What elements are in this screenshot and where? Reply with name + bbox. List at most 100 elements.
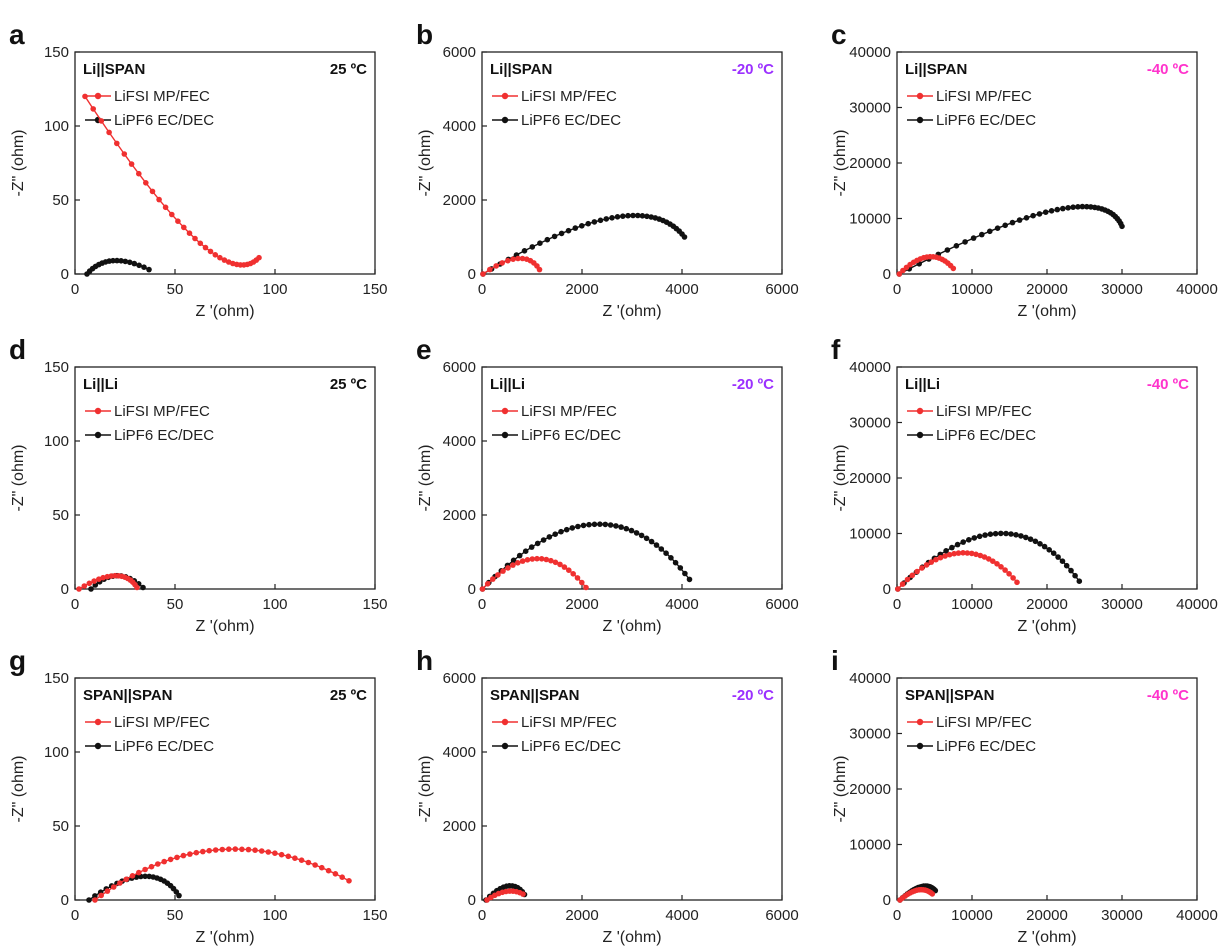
data-point [192,235,198,242]
data-point [110,884,117,890]
panel-i: i 0 10000 20000 30000 40000 0 10000 20000 30000 40… [831,645,1218,946]
legend-label: LiFSI MP/FEC [114,88,210,105]
legend-label: LiFSI MP/FEC [521,403,617,420]
legend-label: LiPF6 EC/DEC [936,427,1036,444]
data-point [292,855,298,861]
data-point [929,891,936,897]
y-tick-label: 2000 [443,507,476,524]
series [479,555,589,592]
data-point [546,534,553,540]
data-point [1048,208,1055,214]
data-point [994,225,1001,231]
temperature-label: -40 ºC [1147,61,1189,78]
data-point [1002,222,1008,229]
x-tick-label: 6000 [765,281,798,298]
data-point [285,853,292,860]
plot-frame [481,677,783,901]
data-point [534,540,541,547]
data-point [944,247,951,253]
data-point [480,271,486,277]
data-point [265,849,272,855]
x-tick-label: 20000 [1026,596,1068,613]
data-point [946,551,953,558]
x-axis-title: Z '(ohm) [1017,303,1076,320]
data-point [960,539,966,545]
y-tick-label: 4000 [443,744,476,761]
data-point [156,196,162,203]
data-point [217,254,223,261]
temperature-label: -40 ºC [1147,687,1189,704]
data-point [638,532,645,539]
data-point [1023,534,1029,541]
legend-label: LiFSI MP/FEC [936,403,1032,420]
x-tick-label: 10000 [951,596,993,613]
data-point [928,559,935,565]
cell-label: Li||SPAN [83,61,145,78]
legend-label: LiFSI MP/FEC [521,714,617,731]
x-tick-label: 0 [478,596,486,613]
data-point [1030,212,1036,219]
data-point [544,236,551,243]
data-point [325,867,332,874]
y-axis-title: -Z" (ohm) [10,755,27,822]
panel-e: e 0 2000 4000 6000 0 2000 4000 6000 Z '(ohm) -Z" (… [416,334,799,635]
y-axis-title: -Z" (ohm) [832,129,849,196]
x-tick-label: 40000 [1176,907,1218,924]
data-point [1002,567,1008,573]
series-line [482,523,691,590]
x-tick-label: 0 [478,281,486,298]
data-point [181,224,187,231]
data-point [540,537,547,543]
y-tick-label: 20000 [849,470,891,487]
y-tick-label: 50 [52,818,69,835]
data-point [1014,579,1020,586]
data-point [614,214,621,220]
data-point [909,572,916,579]
data-point [123,876,129,883]
data-point [202,244,209,251]
data-point [1072,572,1078,579]
y-tick-label: 0 [468,581,476,598]
data-point [106,129,112,136]
data-point [515,560,521,566]
data-point [499,260,506,266]
data-point [528,544,535,550]
x-tick-label: 0 [893,596,901,613]
data-point [537,240,543,246]
x-tick-label: 50 [167,907,184,924]
data-point [1032,538,1039,545]
data-point [1054,206,1061,213]
panel-h: h 0 2000 4000 6000 0 2000 4000 6000 Z '(ohm) -Z" (… [416,645,799,946]
y-tick-label: 0 [883,892,891,909]
x-tick-label: 30000 [1101,907,1143,924]
data-point [643,535,650,542]
series-line [898,205,1123,275]
data-point [221,257,228,263]
data-point [1075,204,1081,210]
data-point [603,216,610,222]
x-axis-title: Z '(ohm) [1017,929,1076,946]
data-point [529,244,536,250]
data-point [552,559,559,566]
y-tick-label: 40000 [849,359,891,376]
y-tick-label: 0 [883,266,891,283]
panel-f: f 0 10000 20000 30000 40000 0 10000 20000 30000 40… [831,334,1218,635]
y-axis-title: -Z" (ohm) [417,755,434,822]
data-point [332,871,339,877]
data-point [529,556,536,562]
data-point [219,846,226,853]
data-point [256,254,262,261]
cell-label: Li||SPAN [490,61,552,78]
data-point [197,240,204,247]
data-point [1059,558,1066,564]
data-point [232,846,239,852]
x-tick-label: 6000 [765,907,798,924]
data-point [510,256,516,263]
cell-label: SPAN||SPAN [905,687,995,704]
data-point [585,220,591,227]
y-tick-label: 0 [883,581,891,598]
data-point [88,586,94,592]
x-tick-label: 150 [362,907,387,924]
cell-label: Li||Li [490,376,525,393]
data-point [500,568,506,574]
